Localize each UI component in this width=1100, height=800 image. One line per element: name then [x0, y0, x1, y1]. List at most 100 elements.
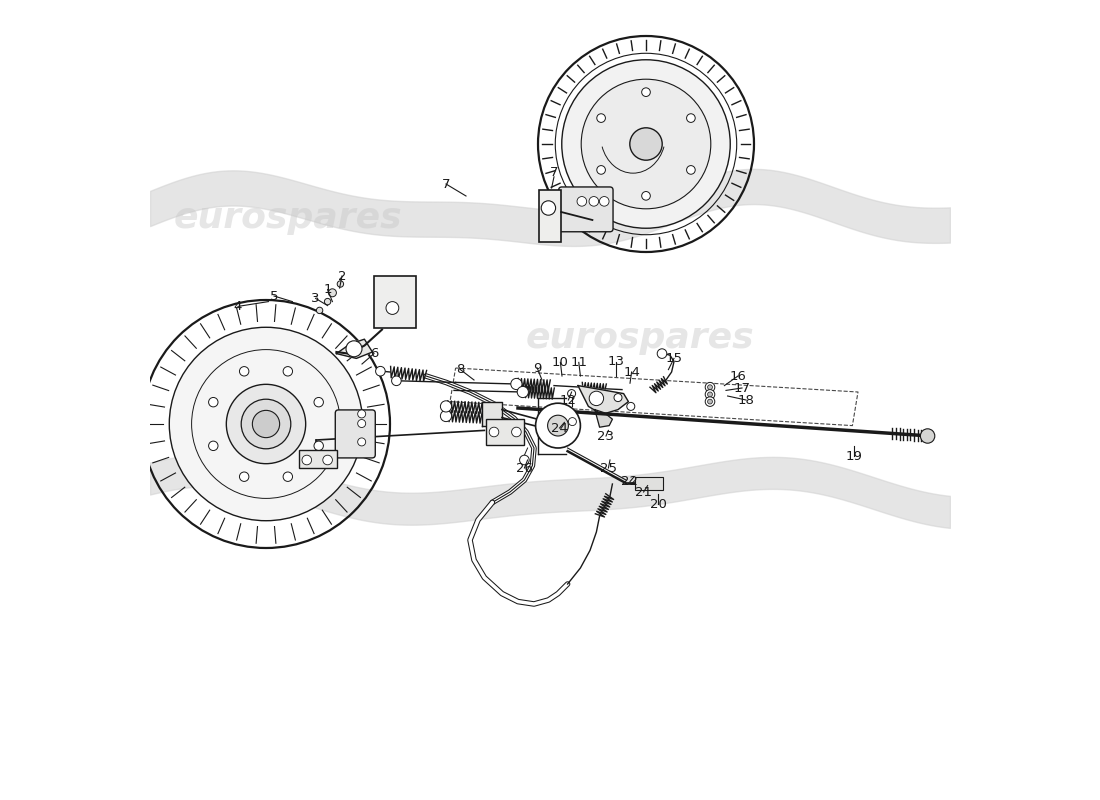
FancyBboxPatch shape	[559, 187, 613, 232]
Polygon shape	[482, 402, 502, 426]
Bar	[635, 477, 663, 490]
Circle shape	[627, 402, 635, 410]
Circle shape	[686, 166, 695, 174]
Circle shape	[490, 427, 498, 437]
Circle shape	[324, 298, 331, 305]
Circle shape	[705, 382, 715, 392]
Circle shape	[510, 378, 522, 390]
Circle shape	[241, 399, 290, 449]
Polygon shape	[337, 339, 373, 358]
Circle shape	[597, 166, 605, 174]
Text: 6: 6	[370, 347, 378, 360]
Circle shape	[169, 327, 363, 521]
Circle shape	[641, 191, 650, 200]
Circle shape	[317, 307, 322, 314]
Text: 26: 26	[516, 462, 532, 474]
Circle shape	[329, 289, 337, 297]
Polygon shape	[578, 386, 628, 414]
Circle shape	[597, 114, 605, 122]
Text: 21: 21	[635, 486, 652, 498]
Circle shape	[562, 60, 730, 228]
Text: 24: 24	[551, 422, 568, 434]
Circle shape	[227, 384, 306, 464]
Circle shape	[541, 201, 556, 215]
Text: 5: 5	[270, 290, 278, 302]
Text: 14: 14	[624, 366, 640, 378]
Circle shape	[630, 128, 662, 160]
Circle shape	[209, 398, 218, 407]
Circle shape	[641, 88, 650, 97]
Circle shape	[600, 197, 609, 206]
Bar	[374, 276, 416, 328]
Circle shape	[440, 410, 452, 422]
Circle shape	[590, 391, 604, 406]
Circle shape	[283, 472, 293, 482]
Text: 16: 16	[729, 370, 747, 382]
Text: 7: 7	[442, 178, 450, 190]
Bar	[486, 419, 525, 445]
Circle shape	[517, 386, 528, 398]
Bar	[299, 450, 338, 468]
Circle shape	[358, 438, 365, 446]
Circle shape	[548, 415, 569, 436]
Circle shape	[588, 197, 598, 206]
Text: 22: 22	[621, 475, 638, 488]
Circle shape	[536, 403, 581, 448]
Circle shape	[346, 341, 362, 357]
Circle shape	[375, 366, 385, 376]
Text: 11: 11	[570, 356, 587, 369]
Circle shape	[240, 366, 249, 376]
Circle shape	[240, 472, 249, 482]
Circle shape	[392, 376, 402, 386]
Text: 7: 7	[550, 166, 558, 178]
Circle shape	[578, 197, 586, 206]
Text: 8: 8	[456, 363, 464, 376]
Text: 10: 10	[552, 356, 569, 369]
Circle shape	[358, 410, 365, 418]
FancyBboxPatch shape	[336, 410, 375, 458]
Circle shape	[440, 401, 452, 412]
Circle shape	[338, 281, 343, 287]
Polygon shape	[595, 410, 613, 427]
Circle shape	[614, 394, 622, 402]
Text: 18: 18	[738, 394, 755, 406]
Circle shape	[707, 392, 713, 397]
Circle shape	[569, 418, 576, 426]
Text: 12: 12	[560, 394, 576, 406]
Text: 17: 17	[734, 382, 750, 394]
Circle shape	[519, 455, 529, 465]
Circle shape	[314, 398, 323, 407]
Circle shape	[314, 441, 323, 450]
Circle shape	[209, 441, 218, 450]
Circle shape	[568, 390, 575, 398]
Bar	[539, 190, 561, 242]
Text: 1: 1	[323, 283, 332, 296]
Text: eurospares: eurospares	[174, 201, 403, 235]
Text: 25: 25	[600, 462, 617, 474]
Text: 13: 13	[608, 355, 625, 368]
Circle shape	[921, 429, 935, 443]
Circle shape	[705, 390, 715, 399]
Text: 23: 23	[597, 430, 615, 442]
Circle shape	[252, 410, 279, 438]
Circle shape	[581, 79, 711, 209]
Circle shape	[386, 302, 399, 314]
Circle shape	[283, 366, 293, 376]
Text: 3: 3	[311, 292, 320, 305]
Circle shape	[705, 397, 715, 406]
Circle shape	[707, 385, 713, 390]
Circle shape	[686, 114, 695, 122]
Circle shape	[358, 419, 365, 427]
Circle shape	[707, 399, 713, 404]
Circle shape	[322, 455, 332, 465]
Text: 15: 15	[666, 352, 682, 365]
Circle shape	[657, 349, 667, 358]
Text: 2: 2	[338, 270, 346, 282]
Text: eurospares: eurospares	[526, 321, 755, 355]
Text: 19: 19	[846, 450, 862, 462]
Text: 20: 20	[650, 498, 667, 510]
Circle shape	[512, 427, 521, 437]
Circle shape	[302, 455, 311, 465]
Text: 9: 9	[534, 362, 541, 374]
Text: 4: 4	[234, 300, 242, 313]
